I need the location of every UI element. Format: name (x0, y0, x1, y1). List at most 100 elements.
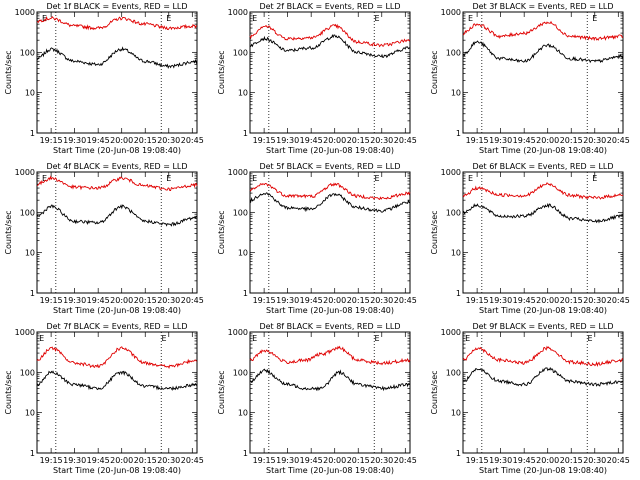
x-tick-label: 20:15 (347, 136, 370, 145)
x-tick-label: 20:45 (607, 296, 630, 305)
chart-title: Det 3f BLACK = Events, RED = LLD (472, 2, 613, 11)
y-axis-label: Counts/sec (430, 210, 439, 254)
x-tick-label: 20:30 (157, 296, 180, 305)
series-lld-line (36, 15, 198, 31)
x-tick-label: 20:30 (583, 296, 606, 305)
x-tick-label: 20:30 (583, 456, 606, 465)
x-tick-label: 20:00 (323, 136, 346, 145)
x-tick-label: 20:00 (536, 296, 559, 305)
x-tick-label: 20:00 (110, 456, 133, 465)
x-tick-label: 20:45 (181, 136, 204, 145)
x-axis-label: Start Time (20-Jun-08 19:08:40) (479, 466, 607, 475)
y-tick-label: 1000 (441, 168, 461, 177)
x-tick-label: 20:15 (134, 456, 157, 465)
y-tick-label: 1000 (228, 8, 248, 17)
y-axis-label: Counts/sec (217, 370, 226, 414)
x-tick-label: 19:15 (40, 136, 63, 145)
event-marker-label: E (162, 334, 167, 343)
x-tick-label: 19:15 (253, 136, 276, 145)
x-tick-label: 20:00 (323, 456, 346, 465)
y-tick-label: 1000 (228, 168, 248, 177)
series-lld-line (462, 20, 624, 42)
chart-panel-1: Det 1f BLACK = Events, RED = LLD 1 10 100 10… (4, 2, 204, 155)
chart-title: Det 2f BLACK = Events, RED = LLD (259, 2, 400, 11)
event-marker-label: E (42, 14, 47, 23)
plot-frame (36, 11, 198, 134)
y-tick-label: 100 (20, 48, 35, 57)
chart-title: Det 1f BLACK = Events, RED = LLD (46, 2, 187, 11)
chart-title: Det 7f BLACK = Events, RED = LLD (46, 322, 187, 331)
series-lld-line (249, 182, 411, 201)
x-tick-label: 19:45 (513, 296, 536, 305)
event-marker-label: E (42, 174, 47, 183)
x-axis-label: Start Time (20-Jun-08 19:08:40) (266, 466, 394, 475)
plot-frame (462, 331, 624, 454)
x-tick-label: 20:45 (394, 136, 417, 145)
event-marker-label: E (465, 334, 470, 343)
y-tick-label: 1000 (228, 328, 248, 337)
x-tick-label: 19:15 (466, 456, 489, 465)
x-tick-label: 20:15 (347, 456, 370, 465)
y-tick-label: 1 (243, 289, 248, 298)
x-tick-label: 20:45 (607, 456, 630, 465)
x-tick-label: 20:45 (607, 136, 630, 145)
y-tick-label: 1 (456, 449, 461, 458)
x-axis-label: Start Time (20-Jun-08 19:08:40) (53, 146, 181, 155)
y-axis-label: Counts/sec (217, 50, 226, 94)
x-tick-label: 20:00 (110, 296, 133, 305)
y-tick-label: 10 (238, 409, 248, 418)
chart-title: Det 4f BLACK = Events, RED = LLD (46, 162, 187, 171)
y-tick-label: 1 (30, 449, 35, 458)
event-marker-label: E (588, 334, 593, 343)
chart-panel-2: Det 2f BLACK = Events, RED = LLD 1 10 100 10… (217, 2, 417, 155)
x-tick-label: 20:15 (560, 136, 583, 145)
x-tick-label: 20:15 (134, 136, 157, 145)
y-axis-label: Counts/sec (430, 370, 439, 414)
y-tick-label: 100 (20, 208, 35, 217)
plot-frame (249, 171, 411, 294)
y-tick-label: 100 (233, 48, 248, 57)
y-axis-label: Counts/sec (4, 50, 13, 94)
x-tick-label: 20:15 (347, 296, 370, 305)
event-marker-label: E (166, 14, 171, 23)
event-marker-label: E (375, 14, 380, 23)
series-events-line (249, 368, 411, 392)
x-tick-label: 20:00 (536, 136, 559, 145)
x-tick-label: 19:45 (300, 456, 323, 465)
x-tick-label: 19:30 (63, 136, 86, 145)
event-marker-label: E (592, 14, 597, 23)
x-tick-label: 20:00 (536, 456, 559, 465)
series-lld-line (249, 345, 411, 366)
series-lld-line (36, 346, 198, 369)
x-tick-label: 19:15 (40, 296, 63, 305)
x-tick-label: 20:45 (394, 456, 417, 465)
y-tick-label: 10 (451, 409, 461, 418)
x-tick-label: 20:30 (370, 296, 393, 305)
chart-panel-7: Det 7f BLACK = Events, RED = LLD 1 10 100 10… (4, 322, 204, 475)
y-tick-label: 100 (446, 368, 461, 377)
x-tick-label: 19:45 (513, 456, 536, 465)
series-lld-line (462, 345, 624, 367)
series-events-line (37, 204, 198, 227)
y-tick-label: 10 (25, 409, 35, 418)
y-tick-label: 100 (233, 208, 248, 217)
event-marker-label: E (375, 174, 380, 183)
event-marker-label: E (468, 14, 473, 23)
x-tick-label: 20:00 (110, 136, 133, 145)
event-marker-label: E (592, 174, 597, 183)
x-tick-label: 19:30 (276, 456, 299, 465)
event-marker-label: E (252, 334, 257, 343)
y-tick-label: 1 (456, 129, 461, 138)
series-events-line (36, 46, 198, 69)
plot-frame (249, 11, 411, 134)
y-axis-label: Counts/sec (4, 210, 13, 254)
x-tick-label: 19:30 (276, 136, 299, 145)
chart-panel-8: Det 8f BLACK = Events, RED = LLD 1 10 100 10… (217, 322, 417, 475)
series-events-line (463, 366, 624, 387)
chart-panel-5: Det 5f BLACK = Events, RED = LLD 1 10 100 10… (217, 162, 417, 315)
y-tick-label: 1000 (15, 328, 35, 337)
plot-frame (462, 171, 624, 294)
y-axis-label: Counts/sec (430, 50, 439, 94)
chart-title: Det 9f BLACK = Events, RED = LLD (472, 322, 613, 331)
